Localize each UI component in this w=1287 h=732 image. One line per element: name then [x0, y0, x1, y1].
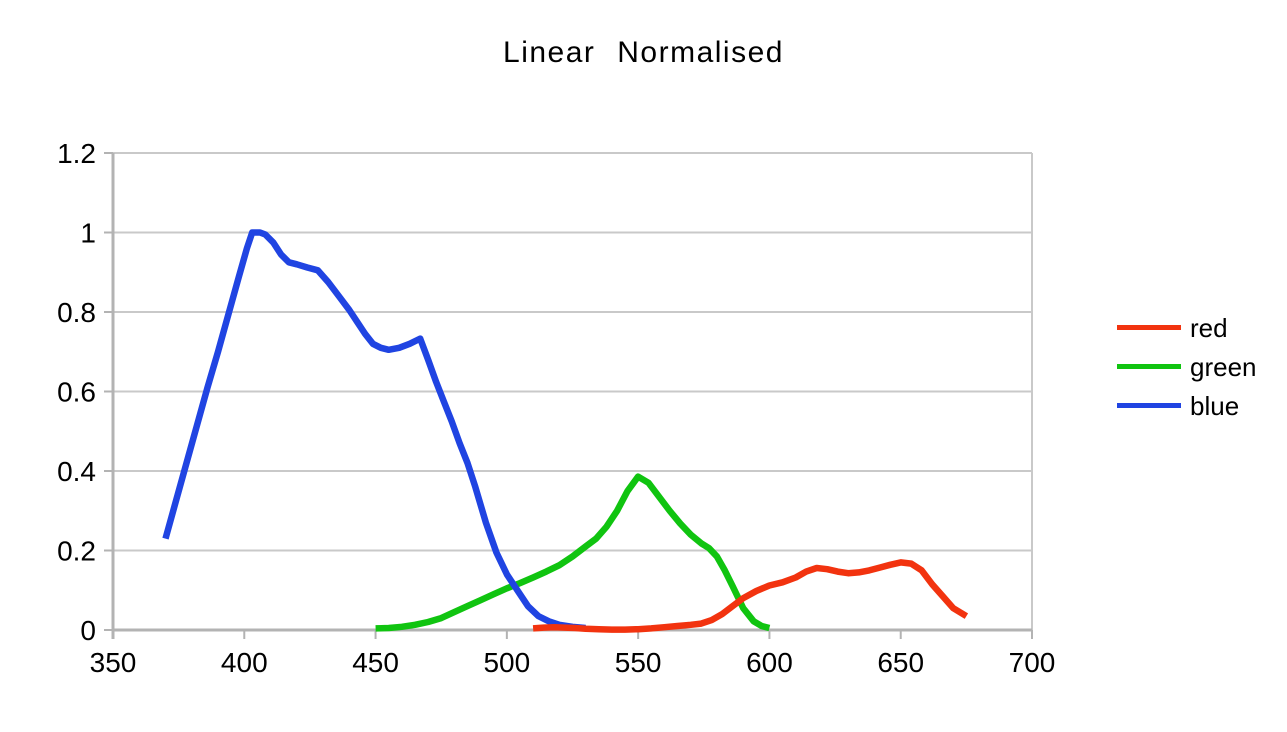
chart-title: Linear Normalised: [503, 36, 784, 69]
y-tick-label-0: 0: [80, 615, 96, 646]
y-tick-label-0.4: 0.4: [57, 456, 96, 487]
legend-label-red: red: [1190, 312, 1228, 343]
legend-item-green: green: [1117, 347, 1257, 386]
y-tick-label-0.2: 0.2: [57, 536, 96, 567]
legend-label-blue: blue: [1190, 390, 1240, 421]
legend-label-green: green: [1190, 351, 1257, 382]
series-green-line: [375, 473, 771, 632]
x-tick-label-500: 500: [483, 647, 530, 678]
series-red-line: [532, 559, 969, 633]
series-blue-line: [162, 229, 586, 632]
legend: red green blue: [1117, 308, 1257, 425]
legend-line-red: [1117, 325, 1181, 330]
x-tick-label-400: 400: [221, 647, 268, 678]
legend-item-blue: blue: [1117, 386, 1257, 425]
y-tick-label-0.6: 0.6: [57, 377, 96, 408]
legend-line-blue: [1117, 403, 1181, 408]
legend-line-green: [1117, 364, 1181, 369]
x-tick-label-600: 600: [746, 647, 793, 678]
x-tick-label-700: 700: [1009, 647, 1056, 678]
x-tick-label-650: 650: [877, 647, 924, 678]
y-tick-label-1: 1: [80, 218, 96, 249]
x-tick-label-350: 350: [90, 647, 137, 678]
y-tick-label-1.2: 1.2: [57, 138, 96, 169]
y-tick-label-0.8: 0.8: [57, 297, 96, 328]
x-tick-label-450: 450: [352, 647, 399, 678]
x-tick-label-550: 550: [615, 647, 662, 678]
legend-item-red: red: [1117, 308, 1257, 347]
